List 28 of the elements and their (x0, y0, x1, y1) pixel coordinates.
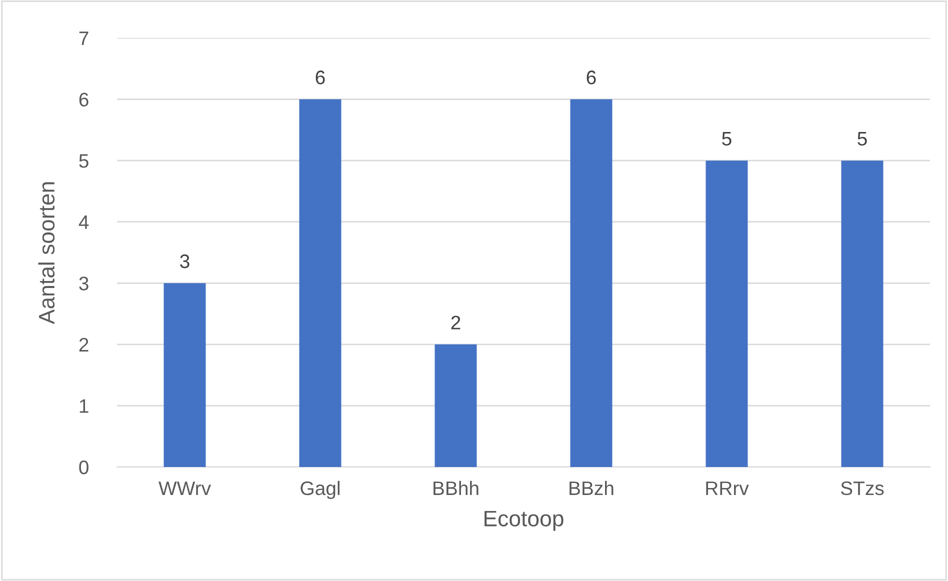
data-label: 5 (722, 132, 732, 146)
y-tick-label: 1 (80, 399, 88, 413)
x-tick-label: WWrv (158, 482, 211, 495)
data-label: 3 (180, 254, 190, 268)
y-tick-label: 5 (79, 154, 88, 168)
bar (570, 99, 612, 467)
x-tick-label: BBzh (570, 480, 614, 495)
y-tick-label: 7 (79, 32, 88, 46)
y-tick-label: 3 (79, 276, 88, 290)
bar (706, 160, 748, 467)
bar (299, 99, 342, 467)
data-label: 5 (858, 132, 867, 146)
data-label: 6 (316, 70, 325, 84)
bar (434, 344, 477, 467)
y-tick-label: 6 (79, 92, 88, 107)
data-label: 2 (451, 316, 460, 330)
bar (164, 283, 206, 467)
x-tick-label: BBhh (434, 480, 478, 495)
y-tick-label: 0 (79, 460, 88, 474)
x-axis-title: Ecotoop (484, 510, 564, 531)
y-tick-label: 2 (79, 338, 88, 352)
x-tick-label: STzs (840, 481, 884, 496)
y-tick-label: 4 (78, 216, 89, 229)
data-label: 6 (586, 70, 596, 84)
x-tick-label: RRrv (706, 482, 749, 495)
bar (841, 160, 884, 467)
x-tick-label: Gagl (300, 480, 340, 500)
y-axis-title: Aantal soorten (38, 182, 55, 324)
